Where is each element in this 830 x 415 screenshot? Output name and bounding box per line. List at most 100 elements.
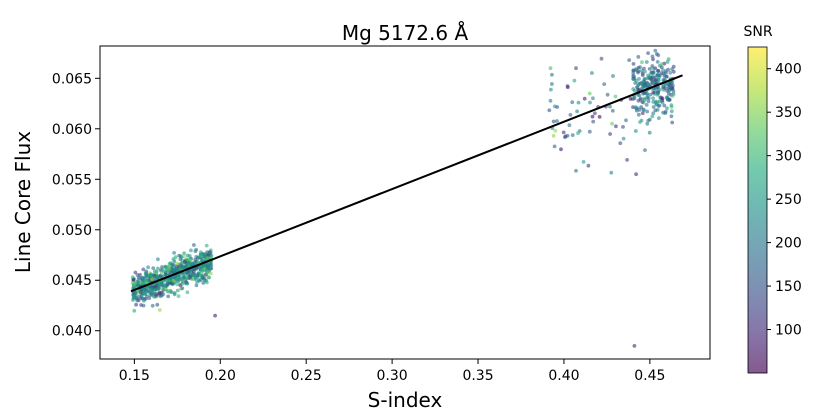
scatter-points xyxy=(130,48,676,348)
data-point xyxy=(632,74,636,79)
data-point xyxy=(599,56,604,61)
data-point xyxy=(591,119,596,124)
data-point xyxy=(632,89,637,93)
data-point xyxy=(194,283,199,288)
data-point xyxy=(641,91,645,96)
x-tick-label: 0.45 xyxy=(634,368,665,384)
data-point xyxy=(132,308,137,313)
data-point xyxy=(570,100,575,105)
data-point xyxy=(655,92,660,97)
data-point xyxy=(206,275,211,280)
data-point xyxy=(171,257,176,261)
data-point xyxy=(670,94,675,98)
data-point xyxy=(670,120,675,125)
data-point xyxy=(193,249,198,254)
data-point xyxy=(550,72,554,77)
data-point xyxy=(180,286,185,291)
x-axis-ticks: 0.15 0.20 0.25 0.30 0.35 0.40 0.45 xyxy=(119,359,665,384)
data-point xyxy=(143,287,148,292)
data-point xyxy=(171,279,176,283)
data-point xyxy=(138,290,143,295)
data-point xyxy=(655,73,660,78)
data-point xyxy=(618,141,623,146)
data-point xyxy=(631,62,636,66)
data-point xyxy=(638,97,643,102)
data-point xyxy=(176,294,181,298)
y-tick-label: 0.045 xyxy=(52,273,92,289)
data-point xyxy=(645,109,650,114)
data-point xyxy=(166,294,171,299)
data-point xyxy=(132,295,136,300)
data-point xyxy=(602,82,607,86)
data-point xyxy=(200,268,205,273)
data-point xyxy=(593,111,597,116)
data-point xyxy=(175,267,180,272)
data-point xyxy=(638,65,642,69)
data-point xyxy=(653,48,658,53)
data-point xyxy=(136,298,141,303)
y-axis-title: Line Core Flux xyxy=(11,131,35,273)
data-point xyxy=(587,91,592,96)
data-point xyxy=(656,89,661,94)
data-point xyxy=(667,97,672,102)
y-tick-label: 0.065 xyxy=(52,71,92,87)
data-point xyxy=(591,96,595,101)
data-point xyxy=(547,108,552,113)
data-point xyxy=(161,287,165,291)
data-point xyxy=(655,52,659,56)
data-point xyxy=(581,160,586,164)
data-point xyxy=(610,121,614,126)
data-point xyxy=(209,255,213,259)
data-point xyxy=(651,90,656,95)
data-point xyxy=(567,123,572,128)
y-tick-label: 0.060 xyxy=(52,122,92,138)
data-point xyxy=(636,87,641,92)
data-point xyxy=(138,272,142,277)
data-point xyxy=(667,83,672,87)
data-point xyxy=(172,251,177,255)
data-point xyxy=(144,270,149,275)
data-point xyxy=(169,290,174,295)
data-point xyxy=(657,116,661,120)
data-point xyxy=(659,65,664,70)
data-point xyxy=(175,288,180,293)
x-tick-label: 0.15 xyxy=(119,368,150,384)
colorbar-title: SNR xyxy=(743,24,772,40)
data-point xyxy=(644,60,649,64)
data-point xyxy=(193,276,198,281)
data-point xyxy=(133,281,137,285)
x-tick-label: 0.25 xyxy=(291,368,322,384)
colorbar-tick-label: 350 xyxy=(775,105,802,121)
data-point xyxy=(645,91,649,96)
data-point xyxy=(193,273,197,277)
data-point xyxy=(172,292,177,297)
data-point xyxy=(610,108,615,113)
data-point xyxy=(667,89,671,93)
data-point xyxy=(559,147,563,152)
x-tick-label: 0.40 xyxy=(548,368,579,384)
data-point xyxy=(565,85,570,90)
data-point xyxy=(631,68,636,73)
data-point xyxy=(661,85,665,90)
data-point xyxy=(185,253,190,258)
data-point xyxy=(632,344,637,348)
data-point xyxy=(572,78,577,83)
data-point xyxy=(663,111,668,115)
data-point xyxy=(642,96,646,101)
data-point xyxy=(625,158,629,162)
data-point xyxy=(150,303,155,308)
data-point xyxy=(188,275,193,279)
colorbar-tick-label: 150 xyxy=(775,279,802,295)
data-point xyxy=(143,276,148,280)
data-point xyxy=(156,257,160,262)
data-point xyxy=(548,66,553,71)
data-point xyxy=(206,270,211,274)
data-point xyxy=(669,109,674,114)
data-point xyxy=(631,71,636,75)
data-point xyxy=(148,273,153,278)
data-point xyxy=(646,118,651,123)
data-point xyxy=(632,96,637,101)
data-point xyxy=(171,281,176,286)
data-point xyxy=(643,82,647,87)
data-point xyxy=(663,82,668,87)
